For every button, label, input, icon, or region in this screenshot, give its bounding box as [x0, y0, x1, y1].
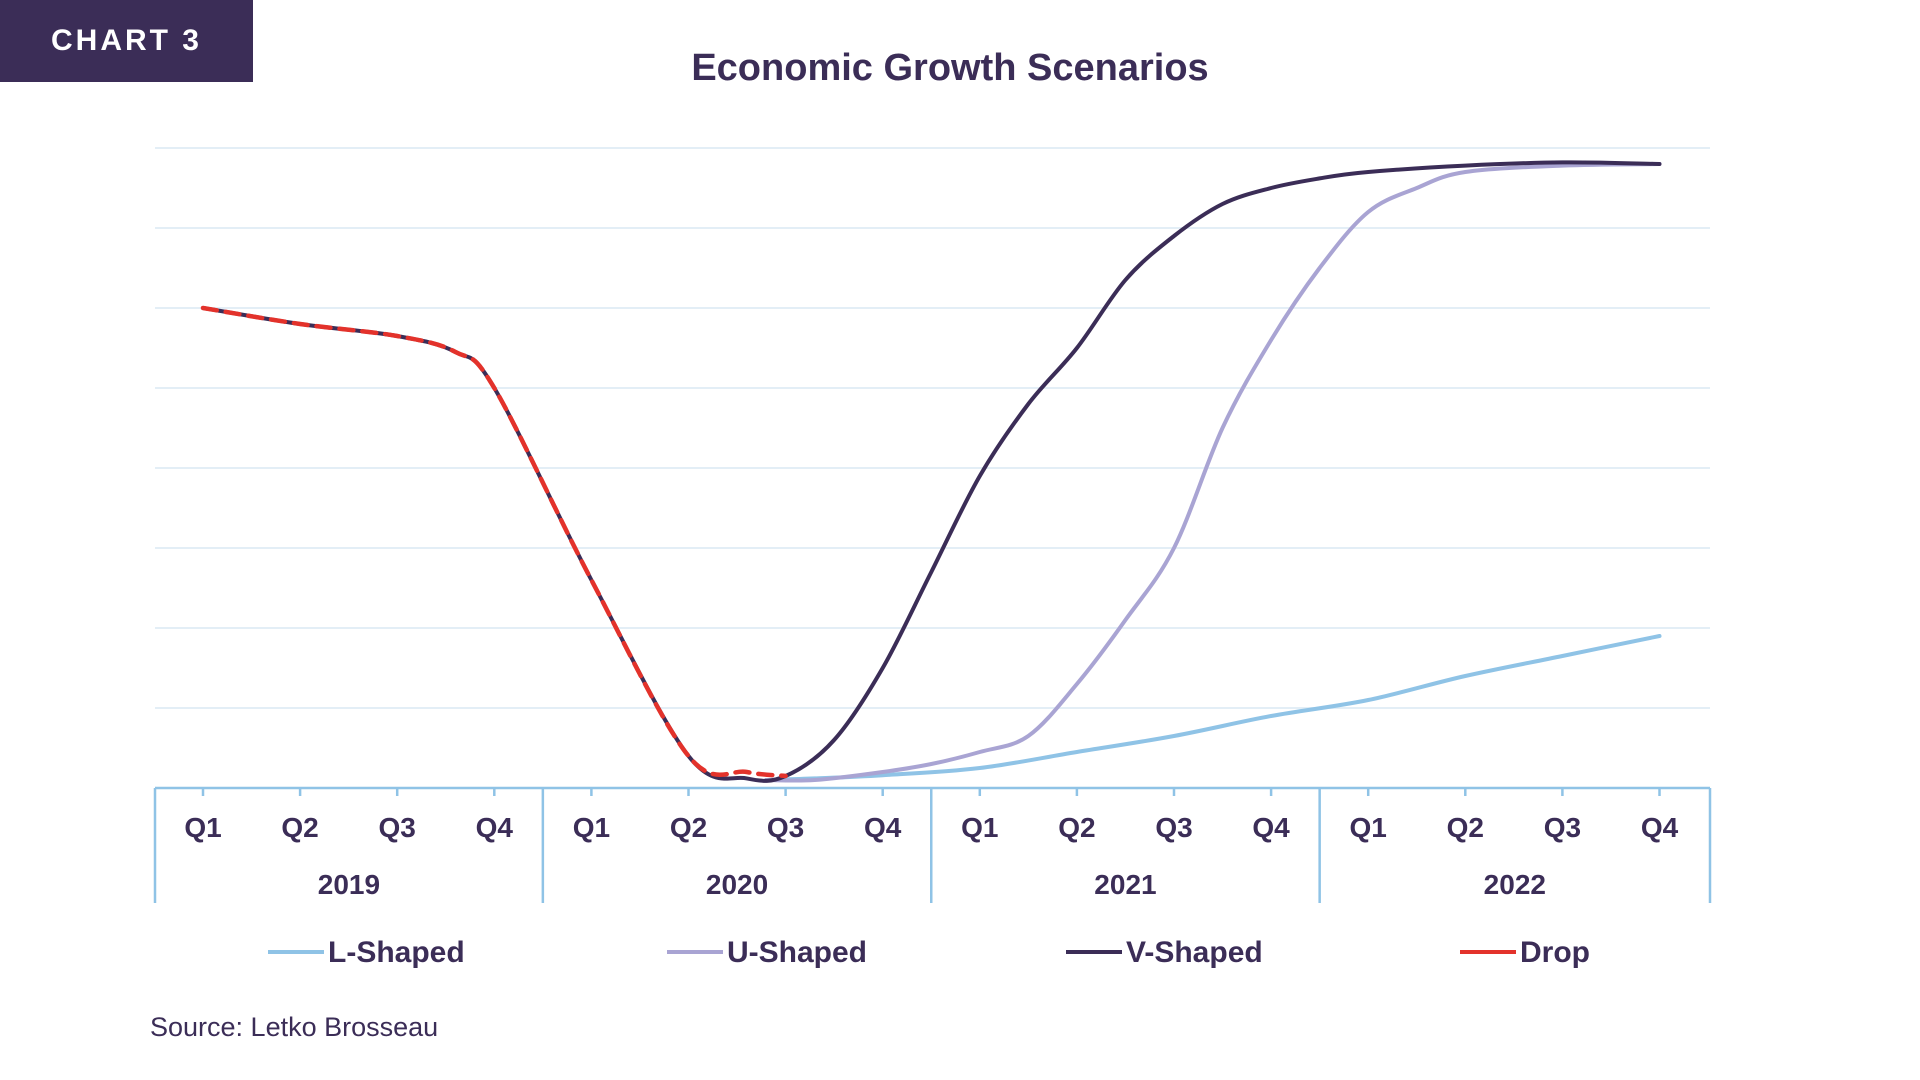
series-line-u-shaped — [764, 162, 1662, 783]
x-tick-label: Q3 — [767, 812, 804, 843]
x-tick-label: Q3 — [379, 812, 416, 843]
x-tick-label: Q1 — [961, 812, 998, 843]
x-tick-label: Q4 — [1252, 812, 1290, 843]
series-line-v-shaped — [201, 160, 1662, 783]
legend: L-Shaped U-Shaped V-Shaped Drop — [268, 936, 1590, 969]
legend-label-v-shaped: V-Shaped — [1126, 936, 1263, 969]
source-note: Source: Letko Brosseau — [150, 1012, 438, 1042]
year-label: 2022 — [1484, 869, 1546, 900]
x-tick-label: Q4 — [864, 812, 902, 843]
series-lines — [200, 160, 1662, 783]
series-line-l-shaped — [764, 634, 1662, 782]
x-tick-label: Q1 — [573, 812, 610, 843]
x-tick-label: Q1 — [1350, 812, 1387, 843]
x-tick-label: Q3 — [1155, 812, 1192, 843]
year-label: 2019 — [318, 869, 380, 900]
x-tick-label: Q2 — [281, 812, 318, 843]
legend-label-l-shaped: L-Shaped — [328, 936, 465, 969]
x-tick-label: Q2 — [1058, 812, 1095, 843]
chart-title: Economic Growth Scenarios — [691, 47, 1208, 89]
x-tick-label: Q3 — [1544, 812, 1581, 843]
chart-tag-label: CHART 3 — [50, 24, 202, 57]
series-line-drop — [200, 305, 788, 779]
chart-tag: CHART 3 — [0, 0, 253, 82]
year-label: 2020 — [706, 869, 768, 900]
legend-label-drop: Drop — [1520, 936, 1590, 969]
x-tick-label: Q2 — [670, 812, 707, 843]
x-tick-label: Q1 — [184, 812, 221, 843]
legend-label-u-shaped: U-Shaped — [727, 936, 867, 969]
x-tick-label: Q4 — [476, 812, 514, 843]
gridlines — [155, 147, 1710, 709]
x-tick-label: Q2 — [1447, 812, 1484, 843]
x-axis: Q1 Q2 Q3 Q4 Q1 Q2 Q3 Q4 Q1 Q2 Q3 Q4 Q1 Q2 Q3 Q4 2019 2020… — [153, 786, 1712, 903]
x-tick-label: Q4 — [1641, 812, 1679, 843]
year-label: 2021 — [1094, 869, 1156, 900]
